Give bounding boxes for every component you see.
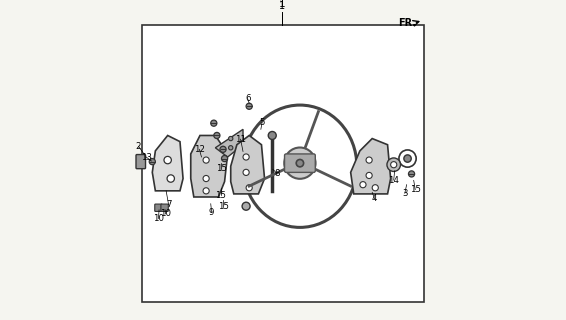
Polygon shape	[152, 135, 183, 191]
FancyBboxPatch shape	[285, 154, 315, 172]
Circle shape	[246, 103, 252, 109]
Polygon shape	[191, 135, 228, 197]
Text: 15: 15	[216, 191, 226, 200]
Polygon shape	[351, 139, 391, 194]
Circle shape	[372, 185, 378, 191]
Polygon shape	[215, 129, 243, 157]
Circle shape	[404, 155, 411, 162]
FancyBboxPatch shape	[136, 155, 145, 169]
Circle shape	[366, 157, 372, 163]
Text: 9: 9	[209, 208, 215, 217]
Text: 15: 15	[410, 185, 421, 194]
Text: FR.: FR.	[398, 18, 417, 28]
Circle shape	[360, 182, 366, 188]
Circle shape	[409, 171, 415, 177]
FancyBboxPatch shape	[155, 204, 162, 212]
Text: 4: 4	[372, 194, 378, 203]
Ellipse shape	[284, 148, 316, 179]
Circle shape	[399, 150, 416, 167]
Circle shape	[246, 185, 252, 191]
Text: 2: 2	[136, 142, 141, 151]
Text: 5: 5	[259, 118, 265, 127]
Text: 1: 1	[279, 1, 285, 11]
Text: 15: 15	[216, 164, 227, 173]
Circle shape	[229, 136, 233, 141]
Circle shape	[391, 162, 397, 168]
Circle shape	[164, 156, 171, 164]
Text: 10: 10	[160, 209, 171, 219]
FancyBboxPatch shape	[161, 204, 168, 212]
Polygon shape	[231, 135, 264, 194]
Text: 15: 15	[217, 202, 229, 211]
Ellipse shape	[243, 105, 357, 228]
Text: 1: 1	[279, 0, 285, 9]
Circle shape	[203, 188, 209, 194]
Circle shape	[211, 120, 217, 126]
Circle shape	[149, 158, 156, 165]
Text: 13: 13	[140, 153, 152, 162]
Circle shape	[366, 172, 372, 179]
Circle shape	[242, 202, 250, 210]
Text: 12: 12	[194, 145, 205, 154]
Text: 6: 6	[245, 94, 250, 103]
Circle shape	[387, 158, 401, 172]
Circle shape	[243, 169, 249, 175]
Circle shape	[221, 156, 228, 162]
Circle shape	[203, 157, 209, 163]
Circle shape	[203, 175, 209, 182]
Text: 8: 8	[274, 169, 280, 178]
Text: 7: 7	[166, 200, 171, 209]
Circle shape	[243, 154, 249, 160]
Circle shape	[220, 146, 226, 152]
Text: 11: 11	[235, 135, 246, 144]
Text: 3: 3	[402, 189, 408, 198]
Circle shape	[268, 132, 276, 140]
Circle shape	[167, 175, 174, 182]
Circle shape	[214, 132, 220, 139]
Circle shape	[296, 159, 303, 167]
Text: 10: 10	[153, 214, 164, 223]
Circle shape	[229, 146, 233, 150]
Text: 14: 14	[388, 176, 399, 185]
